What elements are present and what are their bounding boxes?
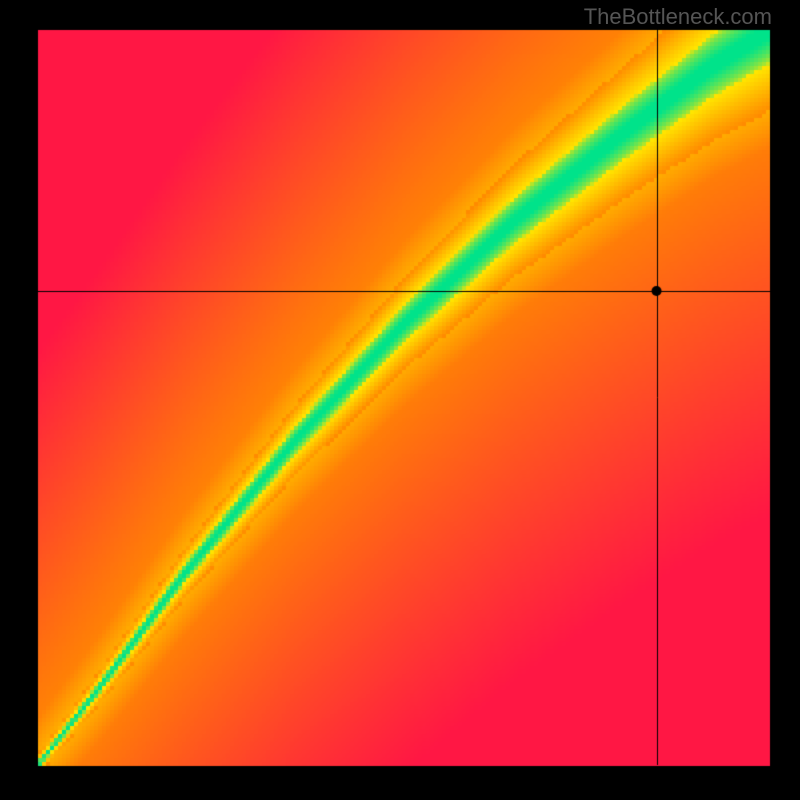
watermark-text: TheBottleneck.com (584, 4, 772, 30)
bottleneck-heatmap (0, 0, 800, 800)
chart-container: TheBottleneck.com (0, 0, 800, 800)
